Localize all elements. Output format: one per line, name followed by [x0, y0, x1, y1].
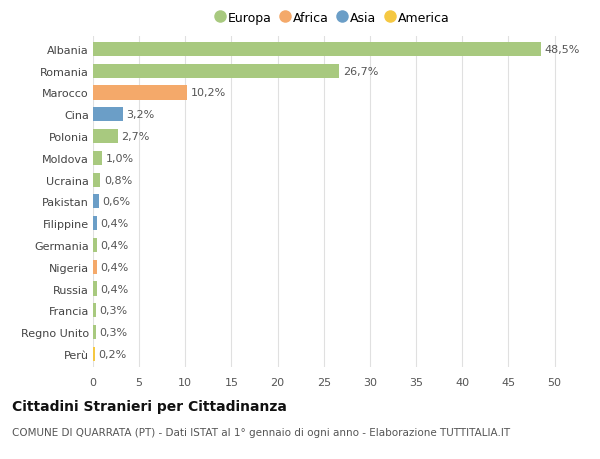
Bar [93, 347, 95, 361]
Text: 48,5%: 48,5% [544, 45, 580, 55]
Bar [93, 151, 102, 166]
Bar [93, 43, 541, 57]
Bar [93, 173, 100, 187]
Text: 0,4%: 0,4% [100, 284, 128, 294]
Bar [93, 195, 98, 209]
Bar [93, 129, 118, 144]
Text: 2,7%: 2,7% [122, 132, 150, 142]
Bar [93, 238, 97, 252]
Bar [93, 303, 96, 318]
Text: 0,3%: 0,3% [100, 306, 128, 316]
Text: COMUNE DI QUARRATA (PT) - Dati ISTAT al 1° gennaio di ogni anno - Elaborazione T: COMUNE DI QUARRATA (PT) - Dati ISTAT al … [12, 427, 510, 437]
Legend: Europa, Africa, Asia, America: Europa, Africa, Asia, America [214, 9, 452, 27]
Bar [93, 86, 187, 101]
Bar [93, 260, 97, 274]
Bar [93, 108, 122, 122]
Text: 26,7%: 26,7% [343, 67, 379, 77]
Text: 0,4%: 0,4% [100, 262, 128, 272]
Text: 0,4%: 0,4% [100, 218, 128, 229]
Bar [93, 64, 340, 78]
Bar [93, 217, 97, 231]
Text: 1,0%: 1,0% [106, 153, 134, 163]
Text: 0,2%: 0,2% [98, 349, 127, 359]
Text: 3,2%: 3,2% [126, 110, 154, 120]
Text: 0,8%: 0,8% [104, 175, 133, 185]
Text: 0,4%: 0,4% [100, 241, 128, 251]
Text: Cittadini Stranieri per Cittadinanza: Cittadini Stranieri per Cittadinanza [12, 399, 287, 413]
Text: 0,3%: 0,3% [100, 327, 128, 337]
Text: 10,2%: 10,2% [191, 88, 226, 98]
Bar [93, 325, 96, 340]
Text: 0,6%: 0,6% [102, 197, 130, 207]
Bar [93, 282, 97, 296]
